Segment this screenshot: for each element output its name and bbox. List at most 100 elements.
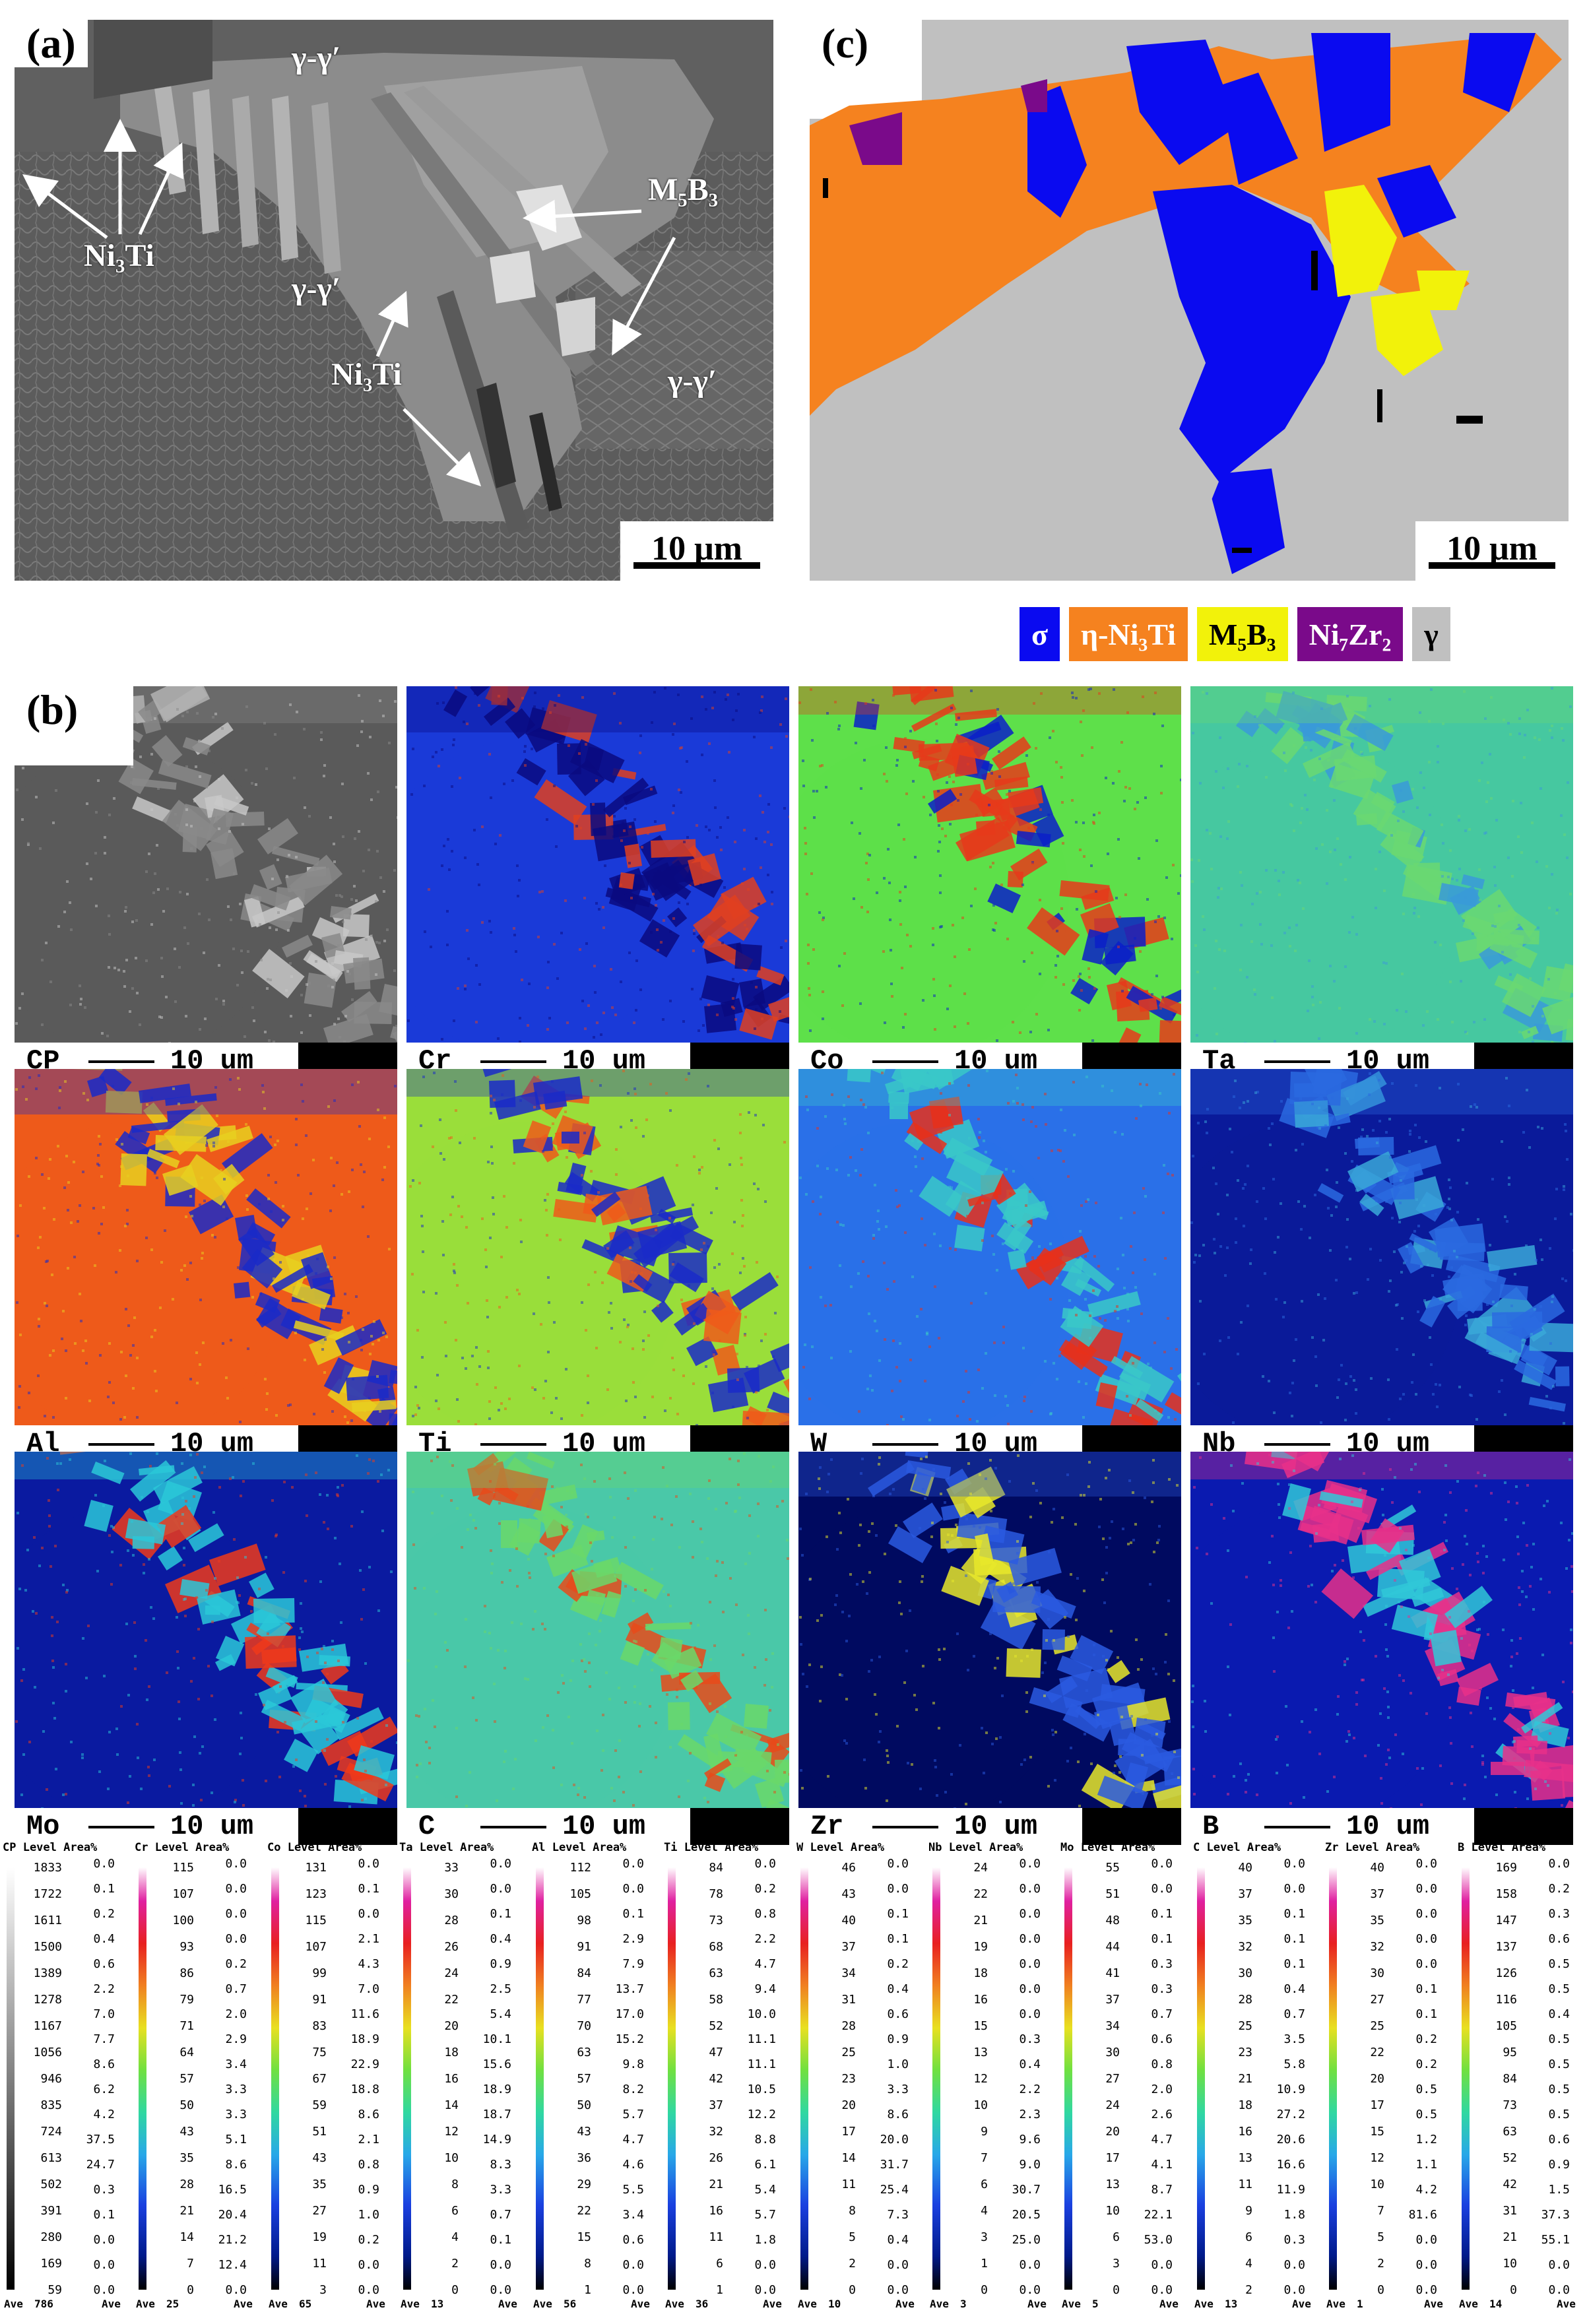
color-scale-level: 1389 bbox=[33, 1966, 62, 1980]
color-scale-level: 2 bbox=[1377, 2257, 1384, 2271]
color-scale-area: 6.2 bbox=[93, 2082, 115, 2096]
color-scale-level: 75 bbox=[312, 2046, 327, 2059]
color-scale-level: 107 bbox=[172, 1887, 194, 1901]
color-scale-level: 14 bbox=[841, 2151, 856, 2165]
color-scale-level: 73 bbox=[1503, 2098, 1517, 2112]
color-scale-level: 1833 bbox=[33, 1861, 62, 1875]
color-scale-area: 0.0 bbox=[358, 1857, 379, 1871]
color-scale-area: 0.0 bbox=[887, 1857, 909, 1871]
color-scale-cp: CP Level Area% 1833 1722 1611 1500 1389 1278 11… bbox=[3, 1841, 128, 2316]
color-scale-ave-tag: Ave bbox=[366, 2298, 385, 2310]
color-scale-area: 0.1 bbox=[1151, 1932, 1173, 1946]
panel-c-letter: (c) bbox=[810, 20, 881, 67]
color-scale-bar bbox=[403, 1867, 411, 2290]
color-scale-area: 5.1 bbox=[225, 2133, 247, 2146]
color-scale-level: 4 bbox=[451, 2230, 459, 2244]
color-scale-level: 40 bbox=[1370, 1861, 1384, 1875]
color-scale-level: 1 bbox=[716, 2283, 723, 2297]
color-scale-area: 1.8 bbox=[1283, 2208, 1305, 2222]
color-scale-level: 63 bbox=[1503, 2125, 1517, 2139]
color-scale-level: 31 bbox=[1503, 2204, 1517, 2218]
color-scale-area: 0.0 bbox=[358, 2283, 379, 2297]
color-scale-level: 59 bbox=[48, 2283, 62, 2297]
color-scale-level: 123 bbox=[305, 1887, 327, 1901]
color-scale-area: 0.0 bbox=[1415, 1882, 1437, 1896]
color-scale-level: 8 bbox=[849, 2204, 856, 2218]
color-scale-ave-tag: Ave bbox=[102, 2298, 121, 2310]
color-scale-area: 0.2 bbox=[93, 1907, 115, 1921]
color-scale-level: 5 bbox=[1377, 2230, 1384, 2244]
color-scale-ave-label: Ave bbox=[798, 2298, 817, 2310]
color-scale-bar bbox=[139, 1867, 146, 2290]
eds-map-image-cr bbox=[406, 686, 789, 1043]
color-scale-area: 37.5 bbox=[86, 2133, 115, 2146]
color-scale-bar bbox=[536, 1867, 544, 2290]
color-scale-level: 22 bbox=[1370, 2046, 1384, 2059]
color-scale-area: 0.4 bbox=[1019, 2057, 1041, 2071]
color-scale-area: 0.7 bbox=[490, 2208, 511, 2222]
color-scale-level: 0 bbox=[451, 2283, 459, 2297]
color-scale-level: 100 bbox=[172, 1914, 194, 1927]
color-scale-area: 0.5 bbox=[1415, 2108, 1437, 2121]
eds-map-ti: Ti 10 um bbox=[406, 1069, 789, 1462]
color-scale-level: 16 bbox=[709, 2204, 723, 2218]
color-scale-area: 25.0 bbox=[1012, 2233, 1041, 2247]
color-scale-level: 35 bbox=[312, 2178, 327, 2191]
color-scale-level: 73 bbox=[709, 1914, 723, 1927]
color-scale-area: 0.0 bbox=[1415, 1957, 1437, 1971]
color-scale-area: 0.3 bbox=[1548, 1907, 1570, 1921]
color-scale-area: 0.4 bbox=[1548, 2007, 1570, 2021]
eds-scale-line bbox=[480, 1443, 546, 1446]
color-scale-area: 13.7 bbox=[615, 1982, 644, 1996]
color-scale-level: 37 bbox=[1370, 1887, 1384, 1901]
color-scale-level: 63 bbox=[709, 1966, 723, 1980]
color-scale-area: 0.0 bbox=[1019, 2007, 1041, 2021]
color-scale-level: 0 bbox=[187, 2283, 194, 2297]
color-scale-area: 0.6 bbox=[93, 1957, 115, 1971]
eds-map-co: Co 10 um bbox=[798, 686, 1181, 1080]
color-scale-area: 2.2 bbox=[93, 1982, 115, 1996]
color-scale-level: 7 bbox=[187, 2257, 194, 2271]
color-scale-area: 2.0 bbox=[1151, 2082, 1173, 2096]
color-scale-level: 21 bbox=[1503, 2230, 1517, 2244]
color-scale-area: 0.5 bbox=[1548, 2057, 1570, 2071]
color-scale-c: C Level Area% 40 37 35 32 30 28 25 23 21 18 16 13 11 9… bbox=[1193, 1841, 1318, 2316]
eds-scale-line bbox=[1264, 1443, 1330, 1446]
color-scale-level: 28 bbox=[1238, 1993, 1252, 2007]
color-scale-level: 51 bbox=[312, 2125, 327, 2139]
color-scale-level: 23 bbox=[1238, 2046, 1252, 2059]
color-scale-ave-tag: Ave bbox=[631, 2298, 650, 2310]
color-scale-level: 0 bbox=[1113, 2283, 1120, 2297]
color-scale-area: 0.0 bbox=[93, 2233, 115, 2247]
color-scale-area: 0.5 bbox=[1415, 2082, 1437, 2096]
color-scale-level: 115 bbox=[305, 1914, 327, 1927]
color-scale-level: 9 bbox=[1245, 2204, 1252, 2218]
color-scale-level: 11 bbox=[709, 2230, 723, 2244]
color-scale-area: 0.0 bbox=[93, 2283, 115, 2297]
color-scale-area: 0.1 bbox=[1415, 1982, 1437, 1996]
panel-a-scalebar-line bbox=[633, 562, 760, 569]
legend-item-2: M₅B₃ bbox=[1196, 607, 1288, 661]
color-scale-area: 1.0 bbox=[887, 2057, 909, 2071]
color-scale-ave-value: 56 bbox=[564, 2298, 577, 2310]
color-scale-area: 0.0 bbox=[1415, 1932, 1437, 1946]
color-scale-area: 0.0 bbox=[1548, 1857, 1570, 1871]
color-scale-level: 12 bbox=[1370, 2151, 1384, 2165]
color-scale-area: 0.0 bbox=[225, 1907, 247, 1921]
color-scale-level: 15 bbox=[577, 2230, 591, 2244]
color-scale-area: 0.6 bbox=[622, 2233, 644, 2247]
color-scale-level: 724 bbox=[40, 2125, 62, 2139]
color-scale-area: 0.0 bbox=[622, 1882, 644, 1896]
color-scale-area: 0.0 bbox=[1019, 2258, 1041, 2272]
color-scale-area: 0.0 bbox=[93, 2258, 115, 2272]
color-scale-level: 23 bbox=[841, 2072, 856, 2086]
color-scale-level: 1 bbox=[584, 2283, 591, 2297]
color-scale-level: 91 bbox=[577, 1940, 591, 1954]
color-scale-area: 0.0 bbox=[1415, 2283, 1437, 2297]
eds-scale-text: 10 um bbox=[1346, 1811, 1430, 1842]
color-scale-ave-tag: Ave bbox=[498, 2298, 517, 2310]
color-scale-level: 37 bbox=[709, 2098, 723, 2112]
color-scale-level: 24 bbox=[973, 1861, 988, 1875]
color-scale-area: 3.3 bbox=[225, 2082, 247, 2096]
eds-map-nb: Nb 10 um bbox=[1190, 1069, 1573, 1462]
